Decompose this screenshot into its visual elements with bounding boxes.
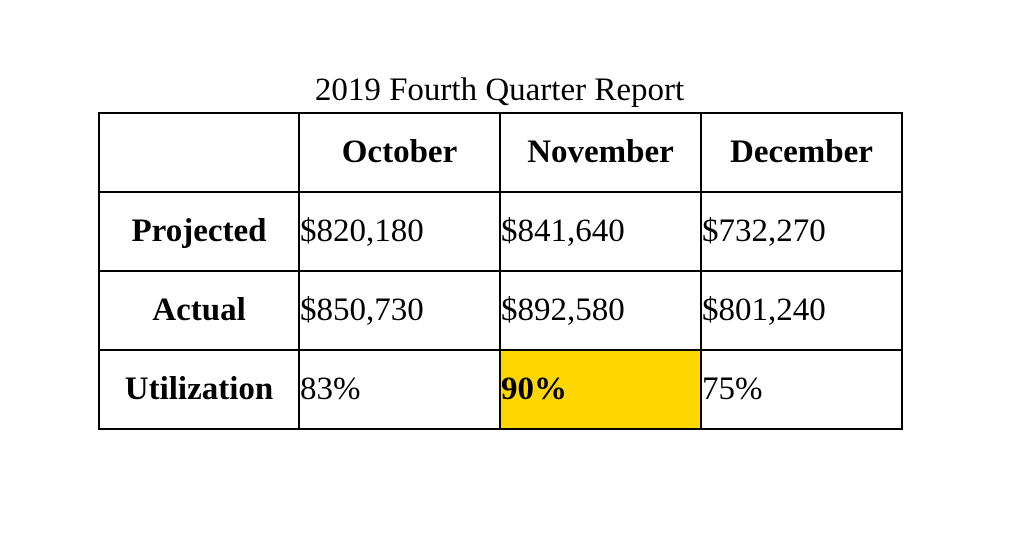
row-header-utilization: Utilization: [98, 349, 300, 430]
cell-projected-october: $820,180: [298, 191, 501, 272]
column-header-october: October: [298, 112, 501, 193]
cell-actual-october: $850,730: [298, 270, 501, 351]
cell-utilization-october: 83%: [298, 349, 501, 430]
table-row-actual: Actual $850,730 $892,580 $801,240: [98, 270, 903, 351]
column-header-november: November: [499, 112, 702, 193]
cell-projected-november: $841,640: [499, 191, 702, 272]
cell-utilization-november-highlighted: 90%: [499, 349, 702, 430]
cell-utilization-december: 75%: [700, 349, 903, 430]
header-row: October November December: [98, 112, 903, 193]
cell-actual-december: $801,240: [700, 270, 903, 351]
table-row-projected: Projected $820,180 $841,640 $732,270: [98, 191, 903, 272]
cell-actual-november: $892,580: [499, 270, 702, 351]
report-title: 2019 Fourth Quarter Report: [314, 72, 685, 108]
table-row-utilization: Utilization 83% 90% 75%: [98, 349, 903, 430]
row-header-projected: Projected: [98, 191, 300, 272]
column-header-december: December: [700, 112, 903, 193]
report-table: October November December Projected $820…: [98, 112, 903, 430]
row-header-actual: Actual: [98, 270, 300, 351]
corner-cell: [98, 112, 300, 193]
cell-projected-december: $732,270: [700, 191, 903, 272]
